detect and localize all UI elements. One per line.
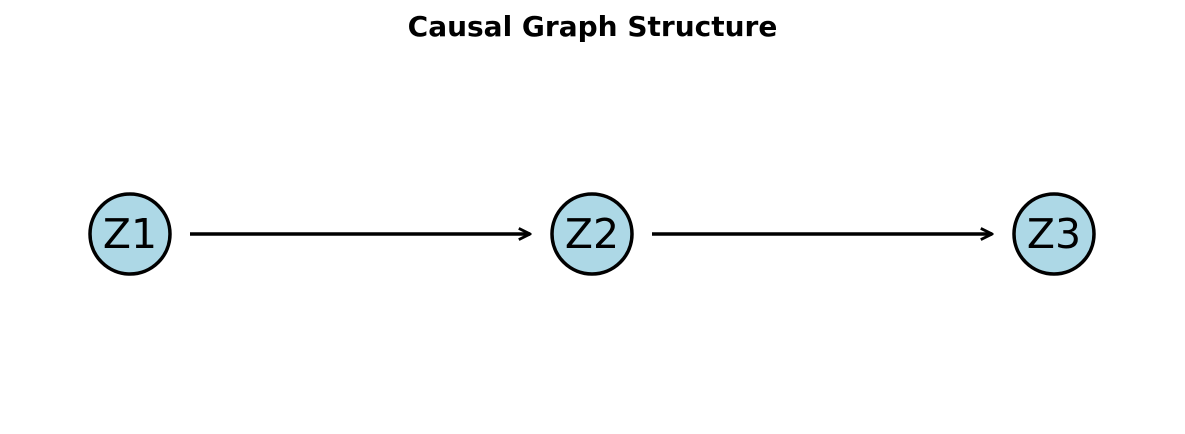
node-z3: Z3 xyxy=(1012,192,1096,276)
diagram-title: Causal Graph Structure xyxy=(407,10,778,43)
node-circle xyxy=(550,192,634,276)
node-label: Z3 xyxy=(1027,210,1081,258)
nodes-layer: Z1 Z2 Z3 xyxy=(88,192,1096,276)
node-z1: Z1 xyxy=(88,192,172,276)
node-label: Z2 xyxy=(565,210,619,258)
node-label: Z1 xyxy=(103,210,157,258)
node-circle xyxy=(1012,192,1096,276)
node-circle xyxy=(88,192,172,276)
node-z2: Z2 xyxy=(550,192,634,276)
